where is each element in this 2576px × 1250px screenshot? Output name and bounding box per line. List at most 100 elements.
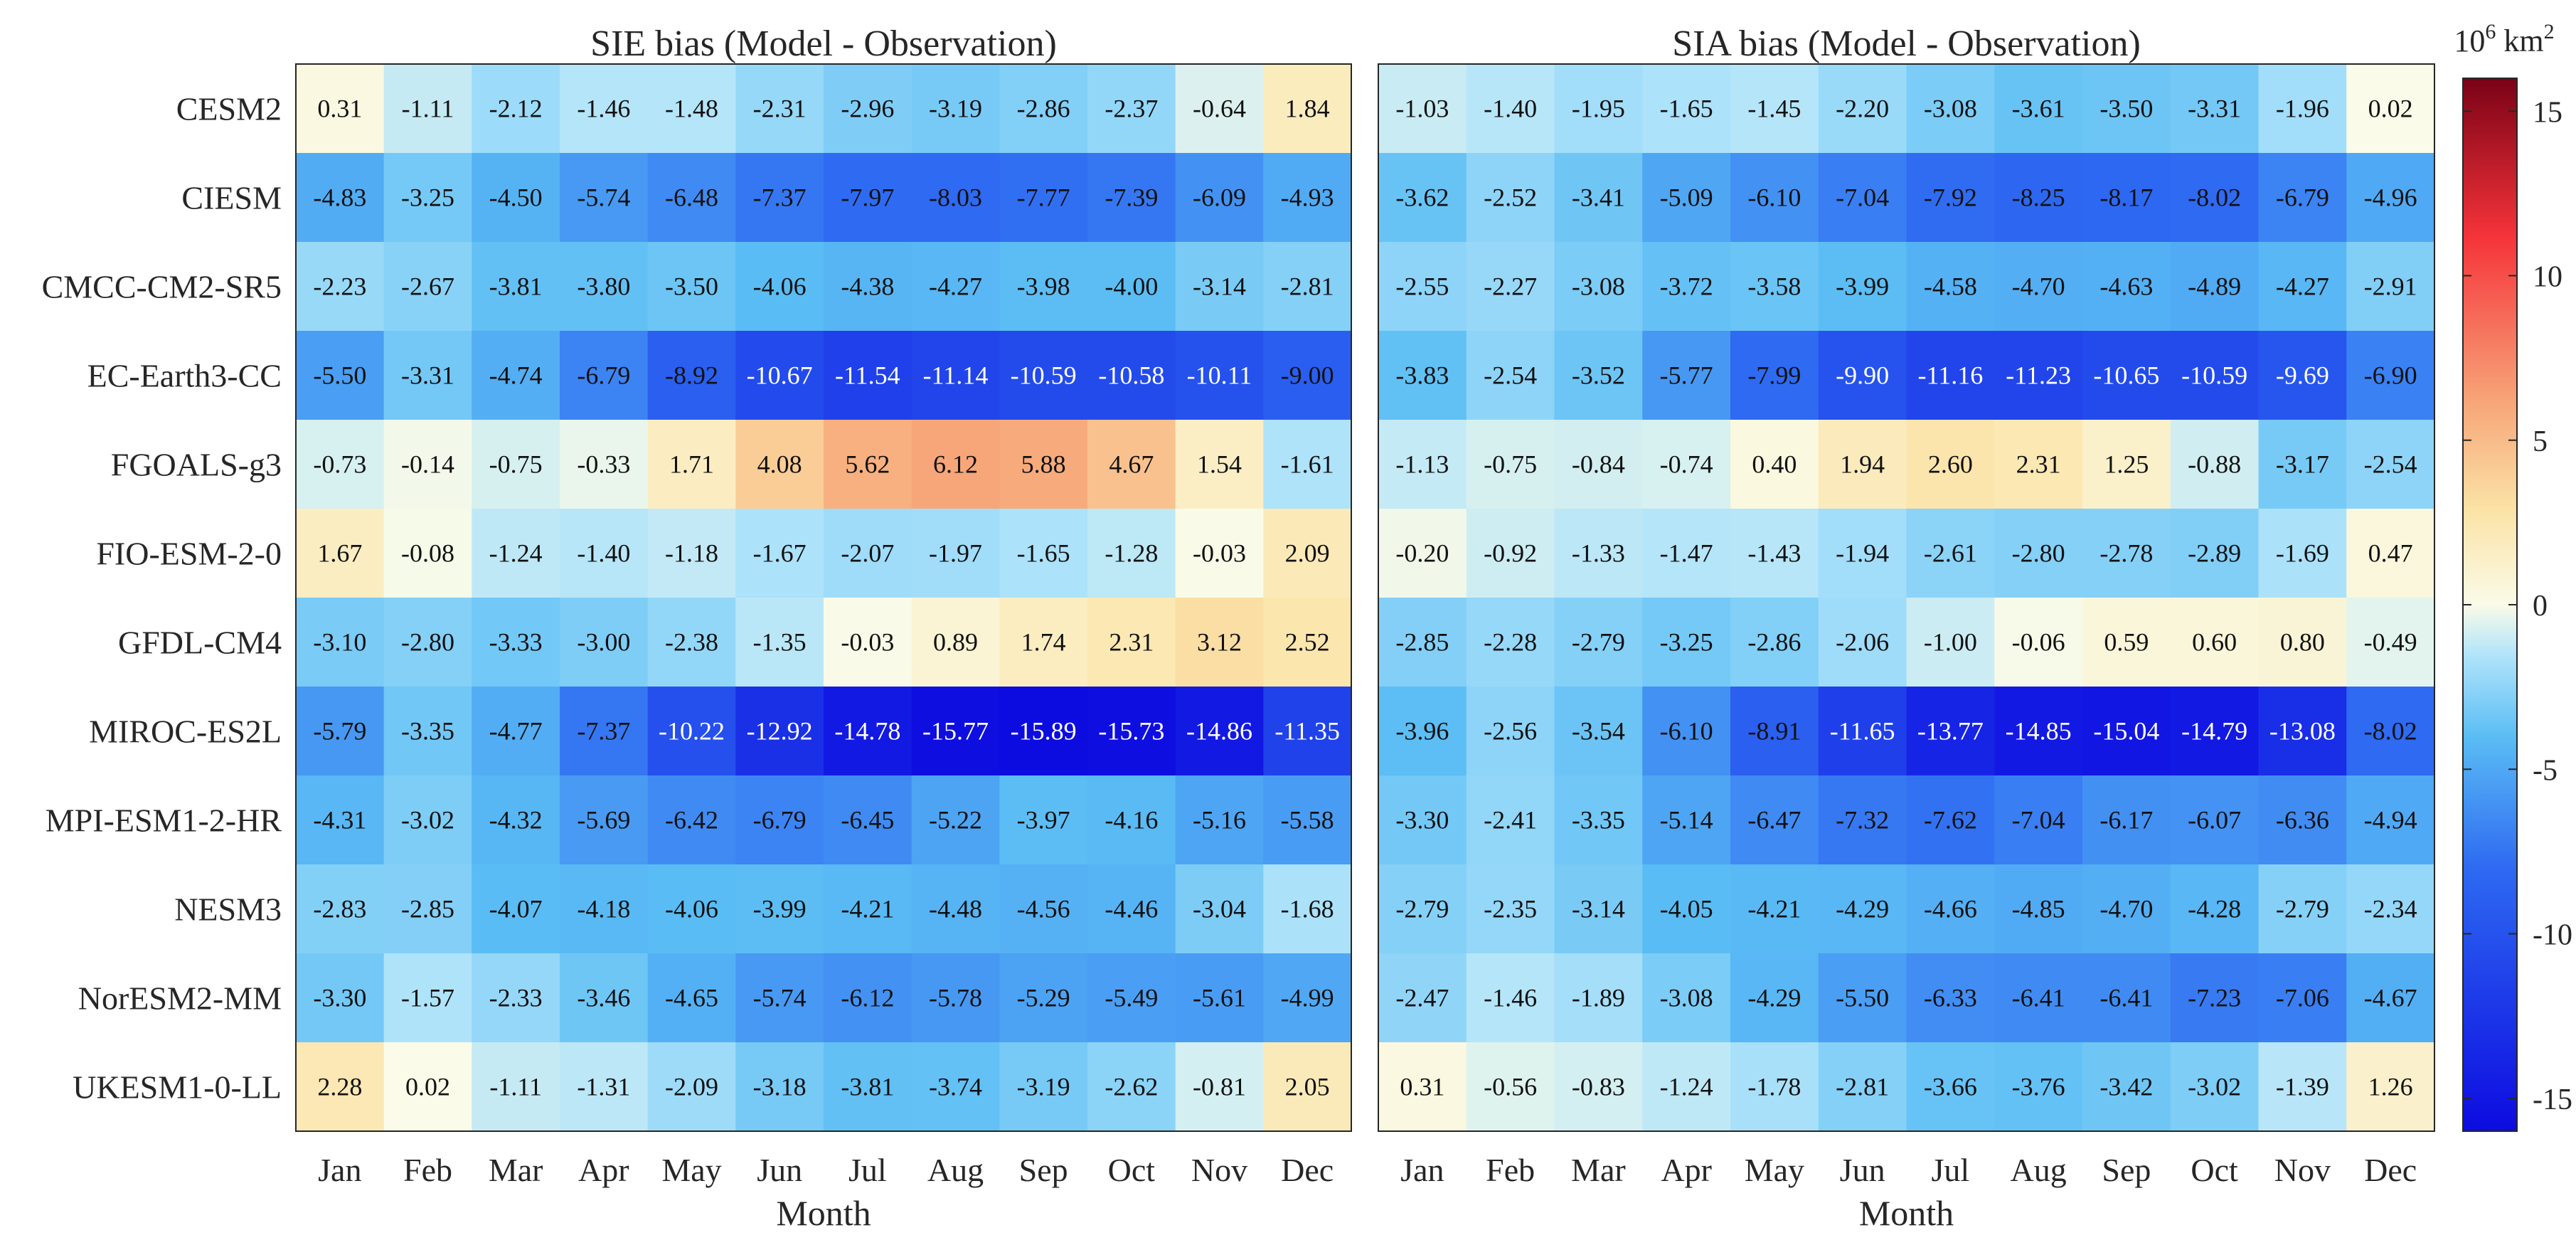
heatmap-cell [2082,687,2171,776]
cell-value-label: -3.96 [1395,717,1449,746]
heatmap-cell [735,598,824,687]
heatmap-cell [560,64,649,154]
cell-value-label: -5.58 [1281,806,1334,835]
cell-value-label: 3.12 [1197,628,1242,657]
cell-value-label: 0.89 [933,628,978,657]
cell-value-label: -1.40 [577,539,630,568]
cell-value-label: -0.83 [1572,1073,1625,1101]
heatmap-cell [1554,331,1643,420]
x-tick-label-apr: Apr [1661,1152,1712,1188]
heatmap-cell [2346,331,2435,420]
cell-value-label: 4.67 [1109,450,1154,479]
cell-value-label: -1.00 [1924,628,1977,657]
cell-value-label: -15.73 [1098,717,1164,746]
heatmap-cell [2082,864,2171,954]
cell-value-label: -1.47 [1660,539,1713,568]
cell-value-label: -8.17 [2099,184,2153,212]
cell-value-label: -2.34 [2364,895,2417,923]
heatmap-cell [1263,1042,1352,1132]
cell-value-label: -3.08 [1572,272,1625,301]
cell-value-label: -6.79 [2276,184,2329,212]
cell-value-label: -2.80 [401,628,454,657]
cell-value-label: -5.61 [1193,984,1246,1012]
cell-value-label: -3.00 [577,628,630,657]
cell-value-label: -7.99 [1747,361,1801,390]
heatmap-cell [1378,331,1467,420]
x-tick-label-oct: Oct [1108,1152,1156,1188]
cell-value-label: -4.18 [577,895,630,923]
cell-value-label: -1.68 [1281,895,1334,923]
cell-value-label: 4.08 [757,450,802,479]
cell-value-label: -3.14 [1572,895,1625,923]
heatmap-cell [911,775,1000,865]
cell-value-label: -2.96 [841,95,894,123]
cell-value-label: 0.80 [2280,628,2325,657]
cell-value-label: -6.17 [2099,806,2153,835]
cell-value-label: -0.03 [841,628,894,657]
x-tick-label-jun: Jun [757,1152,802,1188]
cell-value-label: -14.78 [834,717,900,746]
heatmap-cell [1175,242,1264,332]
heatmap-cell [2170,509,2260,598]
cell-value-label: -7.37 [577,717,630,746]
cell-value-label: -0.20 [1395,539,1449,568]
heatmap-cell [1818,509,1907,598]
cell-value-label: -1.67 [753,539,807,568]
heatmap-cell [2258,331,2347,420]
x-tick-label-sep: Sep [2102,1152,2151,1188]
cell-value-label: -1.31 [577,1073,630,1101]
cell-value-label: -2.86 [1747,628,1801,657]
heatmap-cell [1906,687,1995,776]
heatmap-cell [383,1042,472,1132]
cell-value-label: -2.23 [313,272,366,301]
heatmap-cell [472,331,560,420]
cell-value-label: 1.71 [669,450,714,479]
cell-value-label: -1.13 [1395,450,1449,479]
cell-value-label: 1.25 [2104,450,2149,479]
cell-value-label: -14.79 [2181,717,2247,746]
cell-value-label: -3.83 [1395,361,1449,390]
x-tick-label-jan: Jan [318,1152,361,1188]
x-tick-label-may: May [661,1152,721,1188]
heatmap-cell [2258,1042,2347,1132]
cell-value-label: -4.83 [313,184,366,212]
heatmap-cell [999,331,1088,420]
heatmap-cell [1263,153,1352,243]
cell-value-label: 1.54 [1197,450,1242,479]
cell-value-label: -3.66 [1924,1073,1977,1101]
heatmap-cell [1906,509,1995,598]
heatmap-cell [2170,242,2260,332]
heatmap-cell [1906,153,1995,243]
heatmap-cell [1818,953,1907,1043]
cell-value-label: -4.38 [841,272,894,301]
cell-value-label: 0.60 [2192,628,2237,657]
cell-value-label: -5.14 [1660,806,1713,835]
heatmap-cell [911,687,1000,776]
cell-value-label: -3.52 [1572,361,1625,390]
cell-value-label: -8.02 [2364,717,2417,746]
cell-value-label: 1.26 [2368,1073,2413,1101]
x-tick-label-mar: Mar [1571,1152,1626,1188]
heatmap-cell [2258,242,2347,332]
cell-value-label: -4.74 [489,361,543,390]
cell-value-label: -2.54 [2364,450,2417,479]
y-tick-label-gfdl-cm4: GFDL-CM4 [118,625,282,661]
cell-value-label: 5.62 [845,450,890,479]
y-tick-label-noresm2-mm: NorESM2-MM [78,980,282,1017]
heatmap-cell [560,509,649,598]
heatmap-cell [2346,420,2435,509]
cell-value-label: -7.97 [841,184,894,212]
heatmap-cell [296,509,385,598]
cell-value-label: -1.46 [1484,984,1537,1012]
heatmap-cell [296,420,385,509]
cell-value-label: -4.29 [1747,984,1801,1012]
y-tick-label-cmcc-cm2-sr5: CMCC-CM2-SR5 [42,269,282,305]
cell-value-label: 1.67 [317,539,362,568]
heatmap-cell [560,1042,649,1132]
cell-value-label: -7.23 [2188,984,2241,1012]
heatmap-cell [1994,598,2083,687]
heatmap-cell [1730,64,1819,154]
heatmap-cell [383,331,472,420]
heatmap-cell [647,242,736,332]
cell-value-label: -3.17 [2276,450,2329,479]
